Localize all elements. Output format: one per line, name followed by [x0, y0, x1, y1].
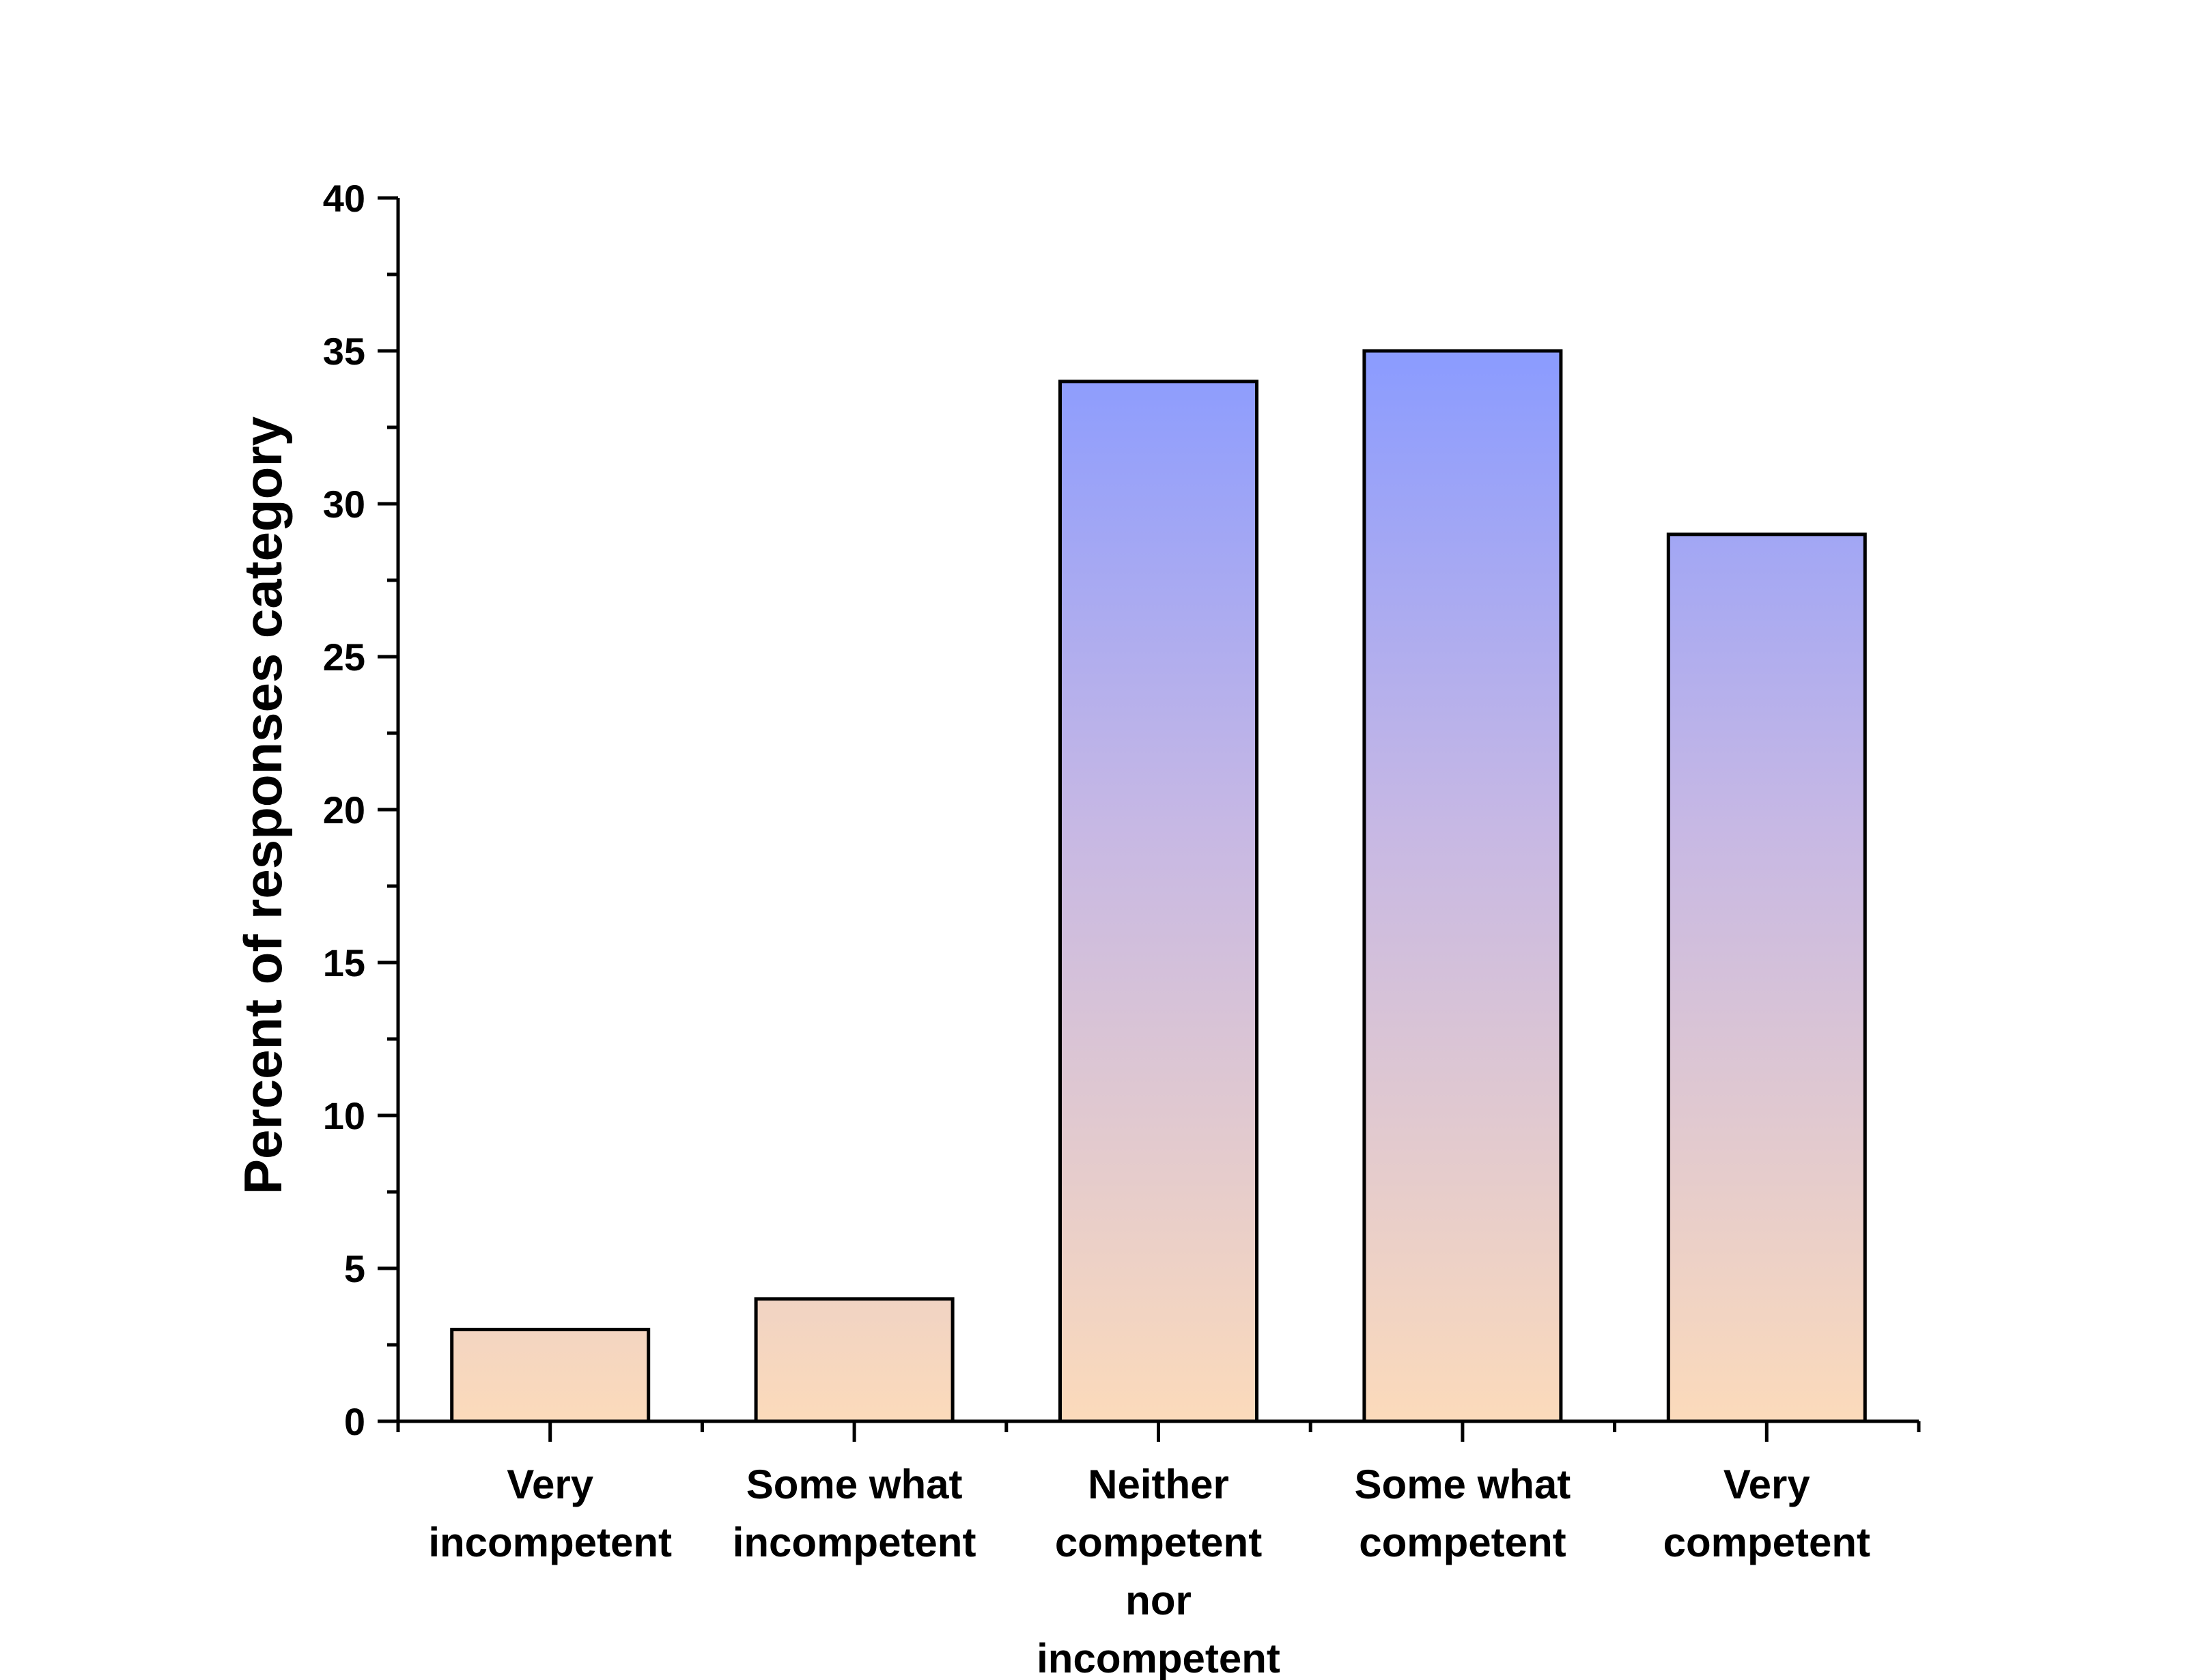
y-tick-label: 10 — [323, 1094, 365, 1137]
x-category-label-line: Very — [1723, 1462, 1810, 1507]
x-category-label-line: competent — [1055, 1520, 1262, 1565]
y-tick-label: 30 — [323, 483, 365, 526]
x-category-label-line: incompetent — [428, 1520, 672, 1565]
x-category-label-line: incompetent — [733, 1520, 976, 1565]
y-tick-label: 35 — [323, 330, 365, 373]
x-category-label-line: Some what — [746, 1462, 963, 1507]
x-category-label: Very incompetent — [428, 1462, 672, 1565]
x-category-label-line: Some what — [1355, 1462, 1571, 1507]
y-tick-label: 25 — [323, 636, 365, 679]
x-category-label: Neither competent nor incompetent — [1037, 1462, 1280, 1680]
y-tick-label: 5 — [344, 1247, 365, 1290]
bar-2 — [1058, 380, 1258, 1423]
x-category-label: Some what incompetent — [733, 1462, 976, 1565]
bar-3 — [1362, 349, 1563, 1423]
y-tick-label: 40 — [323, 177, 365, 220]
bar-0 — [450, 1328, 651, 1423]
y-tick-label: 15 — [323, 941, 365, 984]
x-category-label-line: Very — [507, 1462, 593, 1507]
x-category-label-line: competent — [1663, 1520, 1870, 1565]
bar-1 — [754, 1297, 955, 1423]
x-category-label-line: nor — [1125, 1578, 1192, 1623]
x-category-label-line: Neither — [1088, 1462, 1229, 1507]
y-axis-title: Percent of responses category — [233, 416, 293, 1195]
y-tick-label: 20 — [323, 788, 365, 831]
bars — [450, 349, 1867, 1423]
x-category-label: Some what competent — [1355, 1462, 1571, 1565]
x-category-label-line: competent — [1359, 1520, 1566, 1565]
x-category-label-line: incompetent — [1037, 1636, 1280, 1680]
bar-4 — [1666, 532, 1867, 1423]
y-tick-label: 0 — [344, 1400, 365, 1443]
x-category-label: Very competent — [1663, 1462, 1870, 1565]
axes — [378, 196, 1921, 1442]
